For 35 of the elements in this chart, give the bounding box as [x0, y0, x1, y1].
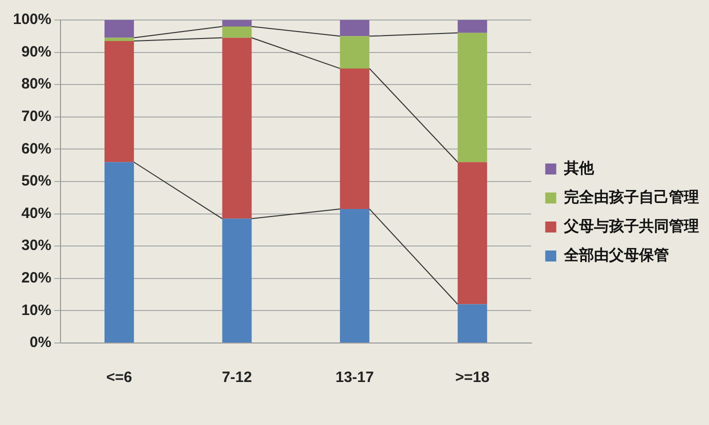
y-tick-label: 40% [21, 204, 52, 222]
bar [222, 38, 252, 219]
bar [104, 40, 134, 162]
legend-label: 全部由父母保管 [562, 246, 669, 264]
x-tick-label: 13-17 [335, 369, 374, 386]
y-tick-label: 90% [21, 43, 52, 60]
x-tick-label: >=18 [455, 369, 490, 386]
bar [340, 208, 370, 342]
bar [222, 218, 252, 342]
bar [340, 68, 370, 209]
y-tick-label: 10% [21, 302, 52, 319]
legend-label: 其他 [562, 158, 595, 177]
bar [104, 162, 134, 342]
legend-label: 父母与孩子共同管理 [562, 216, 699, 235]
y-tick-label: 100% [12, 11, 52, 28]
y-tick-label: 30% [21, 237, 52, 254]
bar [340, 36, 370, 68]
bar [104, 38, 134, 41]
bar [458, 304, 488, 342]
y-tick-label: 50% [21, 172, 52, 190]
bar [340, 20, 370, 36]
bar [458, 32, 488, 162]
bar [458, 20, 488, 33]
y-tick-label: 60% [21, 140, 52, 158]
bar [222, 26, 252, 38]
bar [222, 20, 252, 26]
y-tick-label: 80% [21, 76, 52, 93]
y-tick-label: 70% [21, 108, 52, 126]
bar [458, 162, 488, 304]
y-tick-label: 0% [30, 334, 52, 352]
bar [104, 20, 134, 38]
x-tick-label: 7-12 [222, 369, 252, 386]
x-tick-label: <=6 [106, 369, 132, 386]
legend-label: 完全由孩子自己管理 [564, 188, 699, 206]
y-tick-label: 20% [21, 270, 52, 287]
